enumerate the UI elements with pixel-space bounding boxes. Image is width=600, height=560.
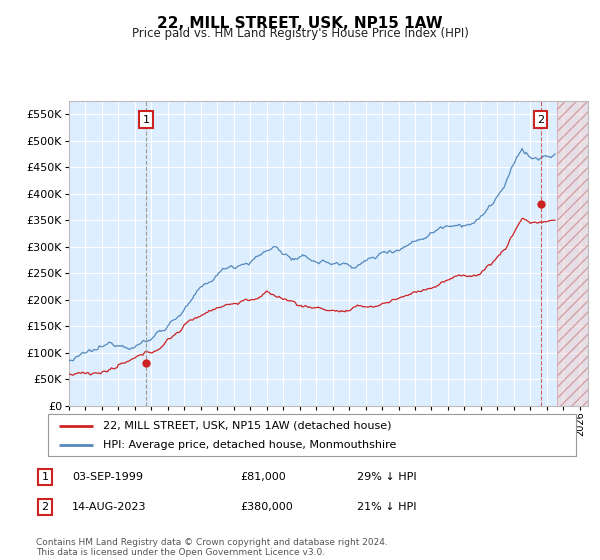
Text: 1: 1: [142, 115, 149, 124]
Text: 03-SEP-1999: 03-SEP-1999: [72, 472, 143, 482]
Bar: [557, 101, 588, 406]
Text: 2: 2: [41, 502, 49, 512]
Text: 22, MILL STREET, USK, NP15 1AW (detached house): 22, MILL STREET, USK, NP15 1AW (detached…: [103, 421, 392, 431]
Text: Price paid vs. HM Land Registry's House Price Index (HPI): Price paid vs. HM Land Registry's House …: [131, 27, 469, 40]
Text: £81,000: £81,000: [240, 472, 286, 482]
Text: 1: 1: [41, 472, 49, 482]
Bar: [557, 101, 588, 406]
Text: 21% ↓ HPI: 21% ↓ HPI: [357, 502, 416, 512]
Text: Contains HM Land Registry data © Crown copyright and database right 2024.
This d: Contains HM Land Registry data © Crown c…: [36, 538, 388, 557]
Text: 2: 2: [537, 115, 544, 124]
Text: £380,000: £380,000: [240, 502, 293, 512]
Text: 22, MILL STREET, USK, NP15 1AW: 22, MILL STREET, USK, NP15 1AW: [157, 16, 443, 31]
Text: 29% ↓ HPI: 29% ↓ HPI: [357, 472, 416, 482]
Text: HPI: Average price, detached house, Monmouthshire: HPI: Average price, detached house, Monm…: [103, 440, 397, 450]
Text: 14-AUG-2023: 14-AUG-2023: [72, 502, 146, 512]
